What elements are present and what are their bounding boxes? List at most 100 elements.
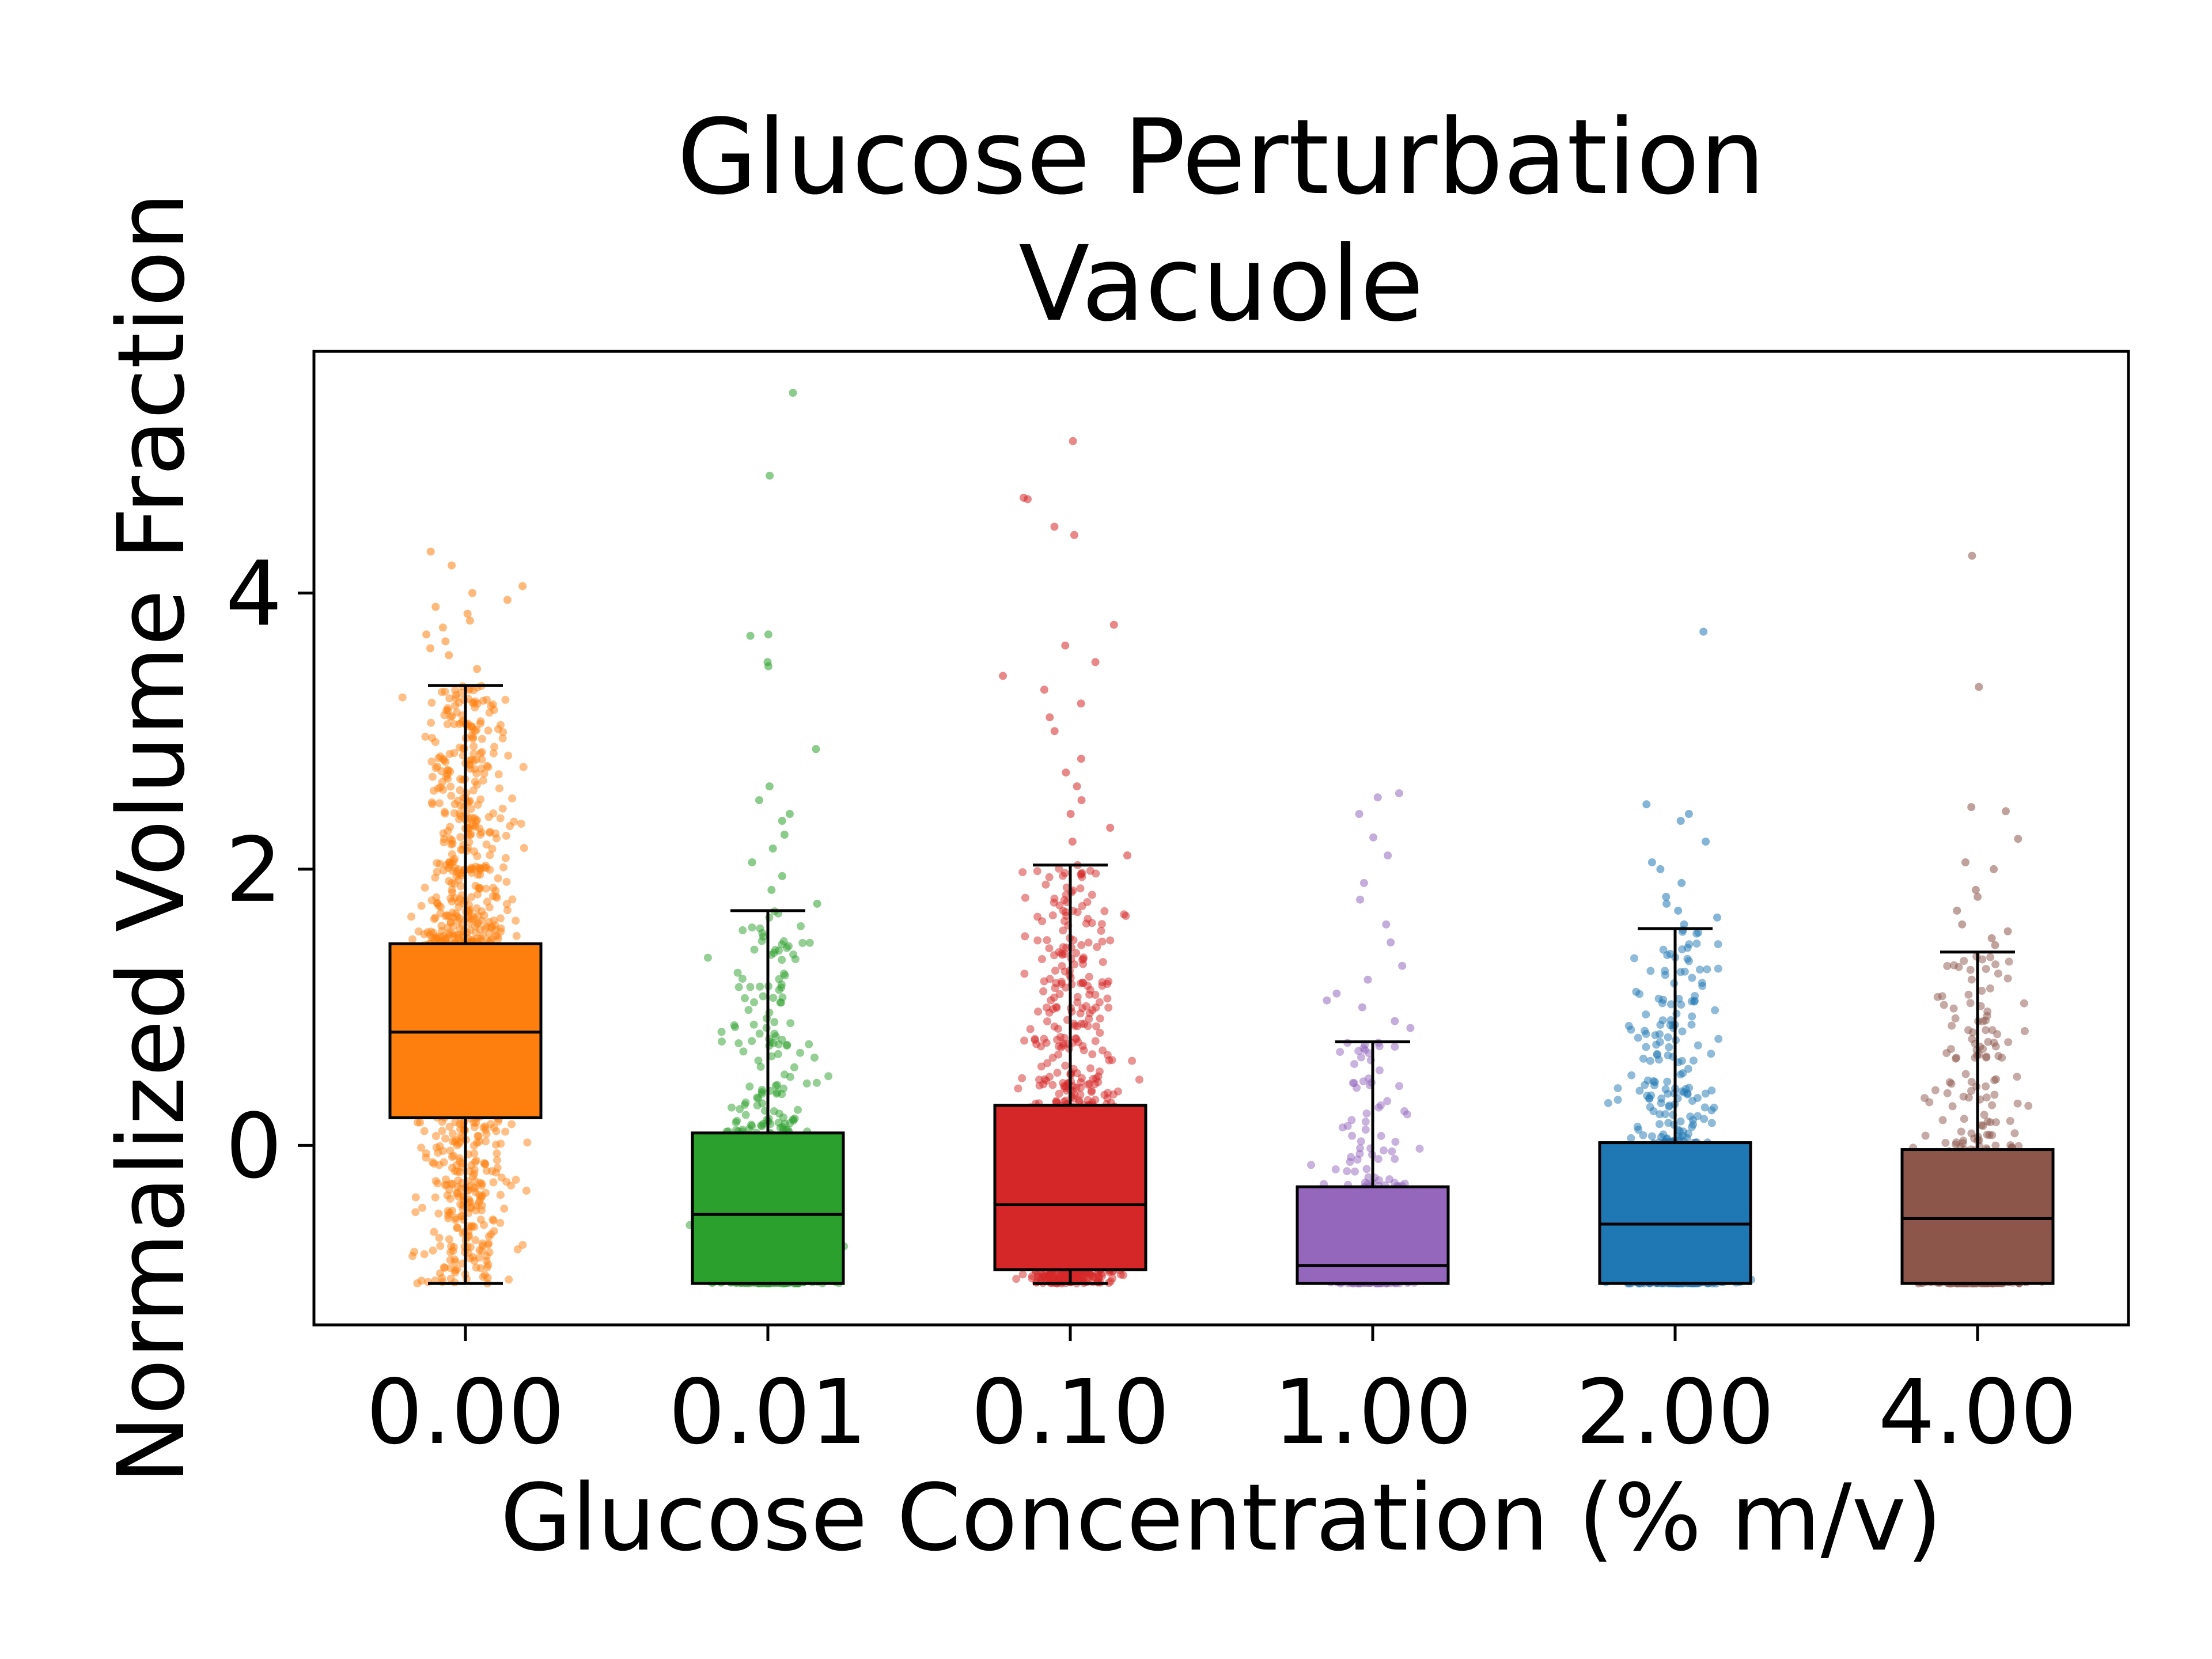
outlier-point: [2003, 927, 2012, 935]
data-point: [445, 749, 454, 758]
data-point: [442, 1175, 450, 1184]
data-point: [421, 732, 430, 741]
data-point: [749, 1020, 758, 1029]
data-point: [493, 1149, 501, 1158]
data-point: [1955, 963, 1963, 971]
data-point: [504, 751, 513, 760]
data-point: [1925, 1098, 1934, 1107]
data-point: [1959, 1139, 1967, 1147]
outlier-point: [813, 899, 821, 908]
data-point: [519, 763, 528, 771]
data-point: [1039, 1080, 1048, 1089]
data-point: [1627, 1134, 1635, 1142]
data-point: [1639, 1054, 1647, 1063]
data-point: [756, 1062, 765, 1071]
data-point: [478, 828, 486, 836]
data-point: [411, 1193, 420, 1202]
data-point: [469, 1183, 478, 1192]
data-point: [1336, 1048, 1344, 1056]
data-point: [1634, 1033, 1642, 1042]
data-point: [1037, 955, 1046, 963]
data-point: [796, 1048, 805, 1057]
data-point: [407, 912, 415, 921]
data-point: [1968, 1035, 1976, 1043]
data-point: [1979, 1045, 1987, 1053]
data-point: [431, 1193, 440, 1202]
outlier-point: [1662, 899, 1671, 908]
data-point: [1988, 1101, 1997, 1109]
data-point: [770, 1107, 778, 1115]
outlier-point: [780, 831, 789, 839]
data-point: [429, 786, 438, 795]
outlier-point: [1073, 782, 1081, 791]
data-point: [1391, 1138, 1400, 1146]
data-point: [1100, 907, 1109, 915]
data-point: [1700, 1115, 1709, 1123]
data-point: [502, 900, 511, 908]
data-point: [1692, 929, 1701, 938]
data-point: [786, 1073, 794, 1081]
outlier-point: [1066, 810, 1075, 818]
outlier-point: [438, 623, 447, 632]
data-point: [1992, 1118, 2000, 1127]
data-point: [477, 764, 486, 773]
data-point: [1062, 908, 1070, 916]
data-point: [786, 1019, 795, 1028]
data-point: [436, 752, 445, 761]
data-point: [1982, 1052, 1991, 1061]
outlier-point: [463, 609, 472, 618]
data-point: [448, 930, 457, 938]
data-point: [741, 1111, 750, 1119]
data-point: [1085, 1009, 1094, 1017]
data-point: [1331, 1165, 1340, 1173]
data-point: [1948, 1021, 1956, 1030]
outlier-point: [503, 596, 512, 604]
data-point: [1977, 1121, 1986, 1130]
data-point: [469, 756, 478, 765]
outlier-point: [1363, 975, 1372, 984]
data-point: [498, 804, 507, 813]
data-point: [754, 1056, 763, 1065]
data-point: [1685, 940, 1694, 949]
data-point: [1946, 1045, 1955, 1054]
data-point: [778, 956, 786, 964]
outlier-point: [1040, 685, 1048, 694]
data-point: [790, 1063, 798, 1071]
data-point: [1940, 1001, 1948, 1009]
data-point: [450, 855, 459, 863]
data-point: [757, 937, 766, 945]
data-point: [750, 945, 759, 954]
outlier-point: [768, 844, 777, 853]
x-axis: 0.00 0.01 0.10 1.00 2.00 4.00: [366, 1325, 2077, 1464]
data-point: [718, 1037, 726, 1046]
data-point: [1991, 960, 2000, 969]
data-point: [1707, 1050, 1715, 1058]
data-point: [436, 859, 445, 868]
box-0.00: [388, 684, 543, 1285]
data-point: [1062, 1082, 1070, 1090]
data-point: [1388, 1147, 1396, 1156]
data-point: [1046, 1073, 1054, 1081]
outlier-point: [1971, 885, 1980, 894]
data-point: [421, 883, 429, 892]
data-point: [1679, 1069, 1687, 1078]
data-point: [450, 809, 459, 817]
data-point: [433, 899, 442, 908]
outlier-point: [1991, 941, 1999, 949]
data-point: [1343, 1167, 1351, 1176]
data-point: [1078, 1041, 1087, 1050]
data-point: [1676, 1117, 1685, 1126]
plot-area-frame: [312, 350, 2130, 1327]
outlier-point: [2014, 835, 2022, 843]
data-point: [465, 1254, 474, 1263]
data-point: [1656, 1021, 1665, 1029]
data-point: [428, 772, 437, 781]
data-point: [1661, 1110, 1669, 1119]
data-point: [1966, 965, 1975, 974]
outlier-point: [518, 582, 527, 590]
data-point: [1688, 1097, 1696, 1105]
outlier-point: [1062, 768, 1070, 777]
data-point: [470, 1149, 479, 1158]
data-point: [1089, 1074, 1097, 1083]
data-point: [1375, 1066, 1384, 1075]
